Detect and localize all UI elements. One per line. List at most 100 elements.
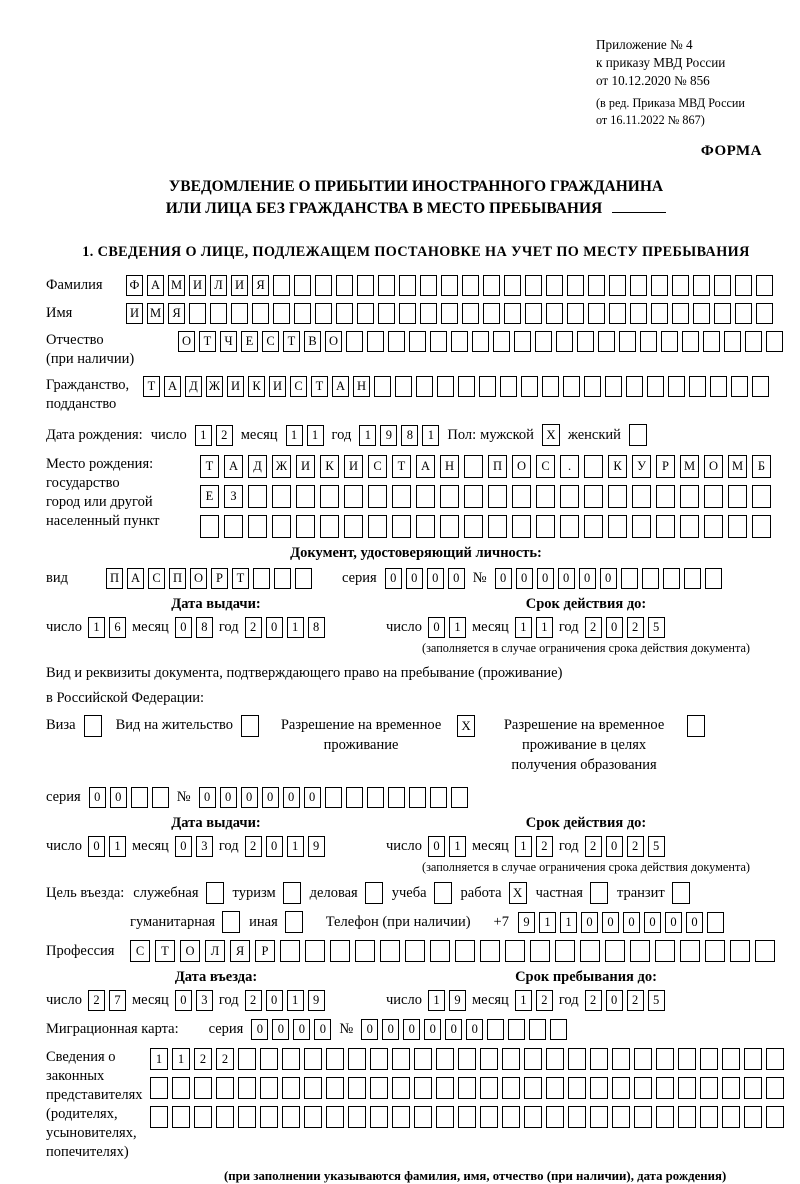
char-box[interactable]: 0 xyxy=(251,1019,269,1040)
char-box[interactable] xyxy=(704,568,722,589)
char-box[interactable] xyxy=(370,1106,388,1128)
char-box[interactable]: К xyxy=(248,376,265,397)
char-box[interactable] xyxy=(710,376,727,397)
char-box[interactable]: Б xyxy=(752,455,771,478)
char-box[interactable] xyxy=(224,515,243,538)
char-box[interactable]: 0 xyxy=(174,990,192,1011)
char-box[interactable] xyxy=(634,1048,652,1070)
char-box[interactable] xyxy=(724,331,741,352)
char-box[interactable]: 0 xyxy=(605,836,623,857)
char-box[interactable] xyxy=(682,331,699,352)
char-box[interactable]: Т xyxy=(199,331,216,352)
char-box[interactable]: 1 xyxy=(359,424,377,446)
char-box[interactable] xyxy=(766,1106,784,1128)
char-box[interactable] xyxy=(651,275,668,296)
char-box[interactable]: 0 xyxy=(198,787,216,808)
char-box[interactable] xyxy=(304,1077,322,1099)
char-box[interactable]: 0 xyxy=(282,787,300,808)
char-box[interactable] xyxy=(253,568,270,589)
char-box[interactable] xyxy=(304,1048,322,1070)
char-box[interactable]: И xyxy=(126,303,143,324)
char-box[interactable] xyxy=(420,275,437,296)
char-box[interactable] xyxy=(608,485,627,508)
char-box[interactable] xyxy=(521,376,538,397)
char-box[interactable]: Т xyxy=(143,376,160,397)
purpose-private-checkbox[interactable] xyxy=(589,882,608,904)
char-box[interactable] xyxy=(378,275,395,296)
char-box[interactable] xyxy=(525,303,542,324)
char-box[interactable] xyxy=(588,275,605,296)
char-box[interactable]: В xyxy=(304,331,321,352)
char-box[interactable]: 1 xyxy=(150,1048,168,1070)
char-box[interactable] xyxy=(248,485,267,508)
char-box[interactable] xyxy=(409,331,426,352)
char-box[interactable] xyxy=(744,1048,762,1070)
char-box[interactable] xyxy=(536,485,555,508)
char-box[interactable] xyxy=(416,376,433,397)
char-box[interactable] xyxy=(405,940,425,962)
char-box[interactable]: Я xyxy=(252,275,269,296)
char-box[interactable]: 0 xyxy=(384,568,402,589)
char-box[interactable] xyxy=(488,515,507,538)
char-box[interactable] xyxy=(355,940,375,962)
char-box[interactable] xyxy=(282,1106,300,1128)
purpose-transit-checkbox[interactable] xyxy=(671,882,690,904)
char-box[interactable] xyxy=(608,515,627,538)
char-box[interactable]: И xyxy=(231,275,248,296)
char-box[interactable]: 0 xyxy=(109,787,127,808)
char-box[interactable] xyxy=(272,485,291,508)
char-box[interactable] xyxy=(416,485,435,508)
char-box[interactable] xyxy=(295,568,312,589)
char-box[interactable] xyxy=(458,1077,476,1099)
char-box[interactable]: С xyxy=(290,376,307,397)
char-box[interactable]: 0 xyxy=(622,911,640,933)
char-box[interactable] xyxy=(700,1077,718,1099)
char-box[interactable] xyxy=(172,1106,190,1128)
char-box[interactable] xyxy=(440,485,459,508)
char-box[interactable]: 0 xyxy=(303,787,321,808)
char-box[interactable] xyxy=(282,1048,300,1070)
char-box[interactable]: 0 xyxy=(664,911,682,933)
char-box[interactable]: 0 xyxy=(427,617,445,638)
char-box[interactable] xyxy=(345,787,363,808)
char-box[interactable] xyxy=(430,331,447,352)
char-box[interactable] xyxy=(451,331,468,352)
char-box[interactable]: А xyxy=(147,275,164,296)
char-box[interactable] xyxy=(656,515,675,538)
char-box[interactable] xyxy=(399,275,416,296)
char-box[interactable]: 1 xyxy=(514,990,532,1011)
char-box[interactable]: 1 xyxy=(514,836,532,857)
char-box[interactable] xyxy=(612,1048,630,1070)
char-box[interactable] xyxy=(472,331,489,352)
char-box[interactable] xyxy=(502,1077,520,1099)
char-box[interactable] xyxy=(577,331,594,352)
char-box[interactable]: Т xyxy=(392,455,411,478)
char-box[interactable]: 0 xyxy=(599,568,617,589)
char-box[interactable] xyxy=(640,331,657,352)
char-box[interactable] xyxy=(590,1077,608,1099)
char-box[interactable] xyxy=(590,1106,608,1128)
char-box[interactable]: 2 xyxy=(194,1048,212,1070)
char-box[interactable]: Т xyxy=(232,568,249,589)
char-box[interactable] xyxy=(546,1077,564,1099)
char-box[interactable] xyxy=(505,940,525,962)
char-box[interactable] xyxy=(605,940,625,962)
char-box[interactable] xyxy=(556,331,573,352)
char-box[interactable] xyxy=(430,940,450,962)
char-box[interactable] xyxy=(458,376,475,397)
char-box[interactable]: 3 xyxy=(195,990,213,1011)
char-box[interactable] xyxy=(502,1106,520,1128)
option-visa-checkbox[interactable] xyxy=(83,715,102,737)
char-box[interactable] xyxy=(722,1106,740,1128)
char-box[interactable]: Ж xyxy=(206,376,223,397)
char-box[interactable] xyxy=(189,303,206,324)
char-box[interactable] xyxy=(728,515,747,538)
char-box[interactable] xyxy=(504,303,521,324)
char-box[interactable] xyxy=(151,787,169,808)
char-box[interactable] xyxy=(535,331,552,352)
char-box[interactable] xyxy=(326,1048,344,1070)
char-box[interactable]: 2 xyxy=(535,836,553,857)
char-box[interactable] xyxy=(656,485,675,508)
char-box[interactable]: О xyxy=(325,331,342,352)
char-box[interactable] xyxy=(450,787,468,808)
